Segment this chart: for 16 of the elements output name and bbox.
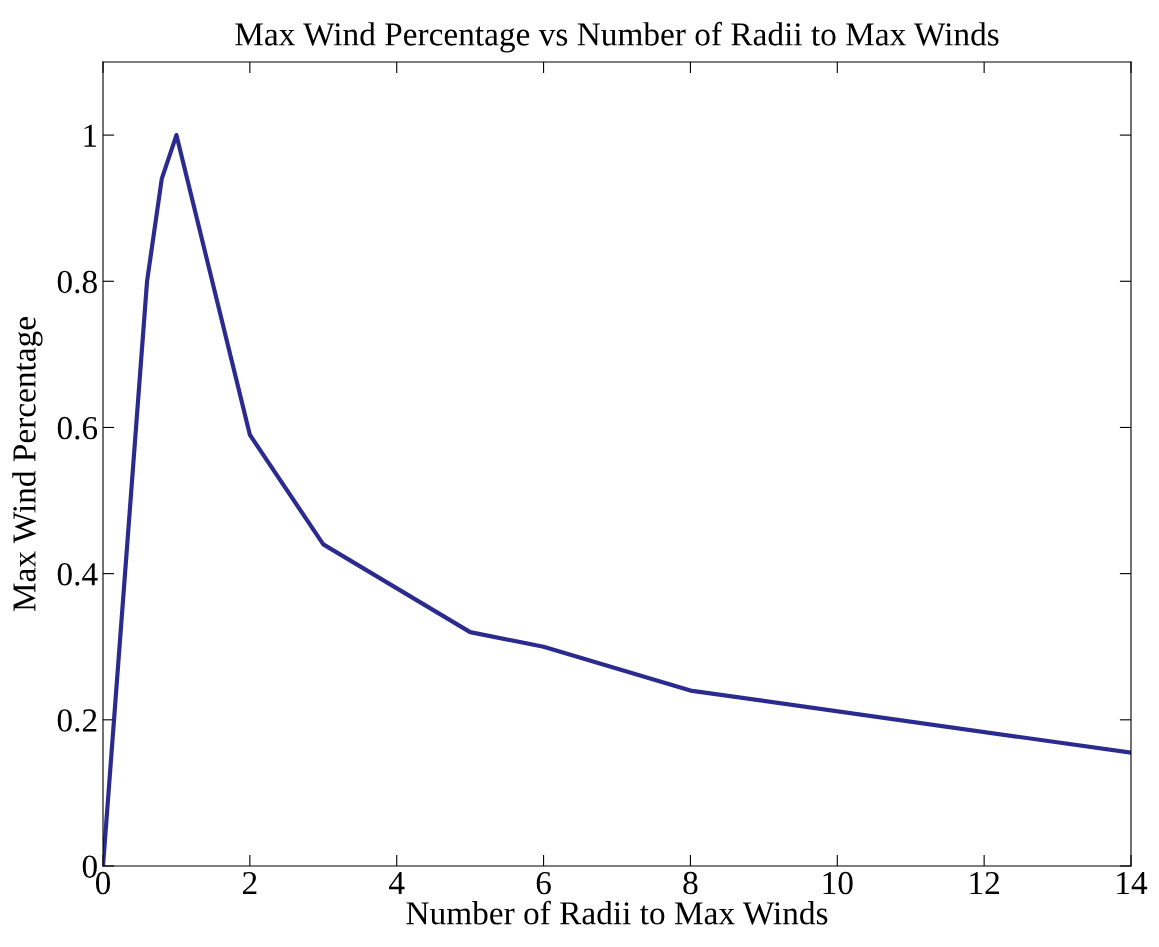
x-tick-label: 12: [970, 871, 999, 894]
y-tick-label: 1: [84, 124, 97, 147]
chart-title: Max Wind Percentage vs Number of Radii to Max Winds: [235, 21, 999, 53]
y-axis-title: Max Wind Percentage: [12, 317, 43, 612]
x-axis-title: Number of Radii to Max Winds: [406, 900, 828, 925]
x-tick-label: 10: [823, 871, 853, 895]
y-tick-label: 0: [82, 855, 97, 878]
y-tick-label: 0.6: [57, 416, 98, 440]
x-tick-label: 6: [536, 871, 551, 895]
x-tick-label: 2: [242, 871, 257, 894]
x-tick-label: 14: [1117, 871, 1148, 894]
y-tick-label: 0.8: [57, 270, 97, 294]
y-tick-label: 0.4: [57, 563, 98, 586]
x-tick-label: 8: [683, 871, 698, 895]
y-tick-label: 0.2: [57, 709, 97, 732]
x-tick-label: 4: [389, 872, 405, 894]
